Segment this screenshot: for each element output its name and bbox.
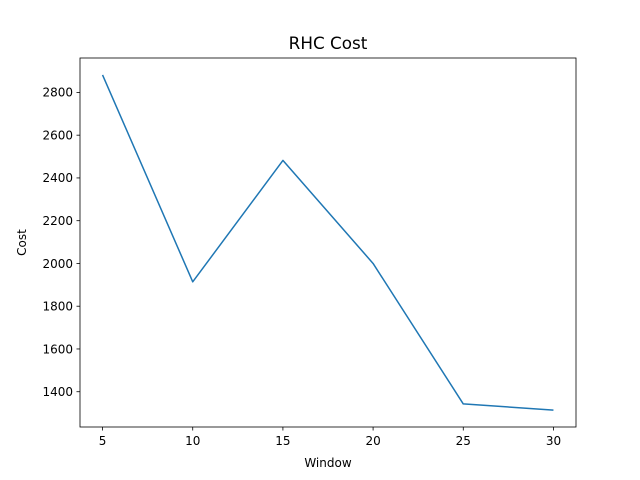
y-tick-label: 2400 [42, 171, 73, 185]
x-tick-label: 30 [546, 434, 561, 448]
x-axis-ticks: 5 10 15 20 25 30 [99, 427, 561, 448]
y-axis-ticks: 1400 1600 1800 2000 2200 2400 2600 2800 [42, 86, 80, 399]
y-tick-label: 1600 [42, 342, 73, 356]
y-tick-label: 1800 [42, 300, 73, 314]
x-tick-label: 25 [456, 434, 471, 448]
y-axis-label: Cost [15, 229, 29, 256]
series-line-0 [101, 74, 554, 411]
plot-frame [79, 57, 577, 428]
x-axis-label: Window [304, 456, 352, 470]
y-tick-label: 2000 [42, 257, 73, 271]
y-tick-label: 2600 [42, 128, 73, 142]
y-tick-label: 2200 [42, 214, 73, 228]
plot-area [80, 58, 576, 427]
y-tick-label: 2800 [42, 86, 73, 100]
y-tick-label: 1400 [42, 385, 73, 399]
x-tick-label: 5 [99, 434, 107, 448]
x-tick-label: 10 [185, 434, 200, 448]
x-tick-label: 15 [275, 434, 290, 448]
x-tick-label: 20 [365, 434, 380, 448]
series-layer [101, 74, 554, 411]
chart-title: RHC Cost [289, 33, 368, 53]
